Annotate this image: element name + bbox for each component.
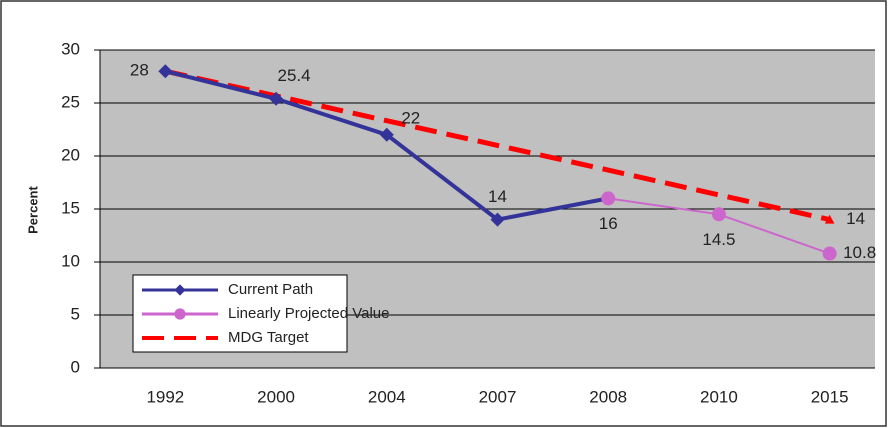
y-tick-label: 5 bbox=[71, 304, 80, 323]
legend-box bbox=[132, 274, 348, 353]
data-label: 14.5 bbox=[702, 230, 735, 249]
marker bbox=[158, 64, 173, 79]
marker bbox=[490, 212, 505, 227]
y-tick-label: 25 bbox=[61, 92, 80, 111]
x-tick-label: 2004 bbox=[368, 387, 406, 406]
data-label: 10.8 bbox=[843, 243, 876, 262]
legend-label: Current Path bbox=[228, 281, 313, 298]
marker bbox=[174, 284, 186, 296]
x-tick-label: 2015 bbox=[811, 387, 849, 406]
data-label: 16 bbox=[599, 214, 618, 233]
y-tick-label: 0 bbox=[71, 357, 80, 376]
data-label: 28 bbox=[130, 61, 149, 80]
x-tick-label: 2000 bbox=[257, 387, 295, 406]
legend: Current Path Linearly Projected Value MDG … bbox=[132, 274, 389, 353]
marker bbox=[824, 214, 835, 224]
marker bbox=[174, 308, 186, 320]
legend-label: Linearly Projected Value bbox=[228, 305, 389, 322]
x-tick-label: 2008 bbox=[589, 387, 627, 406]
data-label: 22 bbox=[401, 108, 420, 127]
marker bbox=[711, 207, 726, 222]
x-tick-label: 2007 bbox=[479, 387, 517, 406]
y-tick-label: 20 bbox=[61, 145, 80, 164]
marker bbox=[269, 91, 284, 106]
y-tick-label: 10 bbox=[61, 251, 80, 270]
y-tick-label: 15 bbox=[61, 198, 80, 217]
x-tick-label: 2010 bbox=[700, 387, 738, 406]
data-label: 14 bbox=[846, 209, 865, 228]
legend-label: MDG Target bbox=[228, 329, 309, 346]
y-axis-label: Percent bbox=[25, 185, 40, 233]
marker bbox=[601, 191, 616, 206]
marker bbox=[822, 246, 837, 261]
marker bbox=[379, 127, 394, 142]
data-label: 14 bbox=[488, 187, 507, 206]
x-tick-label: 1992 bbox=[146, 387, 184, 406]
data-label: 25.4 bbox=[278, 66, 311, 85]
y-tick-label: 30 bbox=[61, 39, 80, 58]
